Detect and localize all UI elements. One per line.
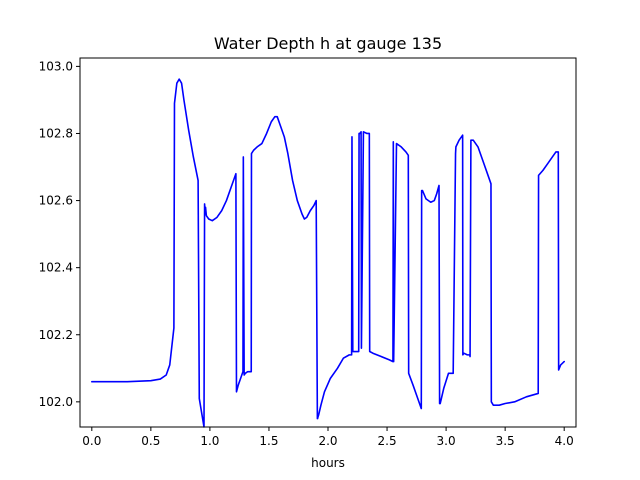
x-tick-label: 3.0 bbox=[437, 434, 456, 448]
x-axis: 0.0 0.5 1.0 1.5 2.0 2.5 3.0 3.5 4.0 bbox=[82, 427, 574, 448]
y-tick-label: 103.0 bbox=[39, 59, 73, 73]
x-tick-label: 3.5 bbox=[496, 434, 515, 448]
x-tick-label: 0.5 bbox=[141, 434, 160, 448]
x-tick-label: 2.5 bbox=[378, 434, 397, 448]
x-tick-label: 0.0 bbox=[82, 434, 101, 448]
y-axis: 102.0 102.2 102.4 102.6 102.8 103.0 bbox=[39, 59, 80, 409]
y-tick-label: 102.2 bbox=[39, 328, 73, 342]
x-tick-label: 1.0 bbox=[200, 434, 219, 448]
y-tick-label: 102.8 bbox=[39, 126, 73, 140]
chart-title: Water Depth h at gauge 135 bbox=[214, 34, 442, 53]
plot-area bbox=[91, 78, 565, 428]
x-axis-label: hours bbox=[311, 456, 345, 470]
y-tick-label: 102.0 bbox=[39, 395, 73, 409]
x-tick-label: 2.0 bbox=[318, 434, 337, 448]
plot-frame bbox=[79, 57, 577, 428]
x-tick-label: 4.0 bbox=[555, 434, 574, 448]
y-tick-label: 102.6 bbox=[39, 194, 73, 208]
x-tick-label: 1.5 bbox=[259, 434, 278, 448]
series-line bbox=[91, 78, 565, 428]
y-tick-label: 102.4 bbox=[39, 261, 73, 275]
